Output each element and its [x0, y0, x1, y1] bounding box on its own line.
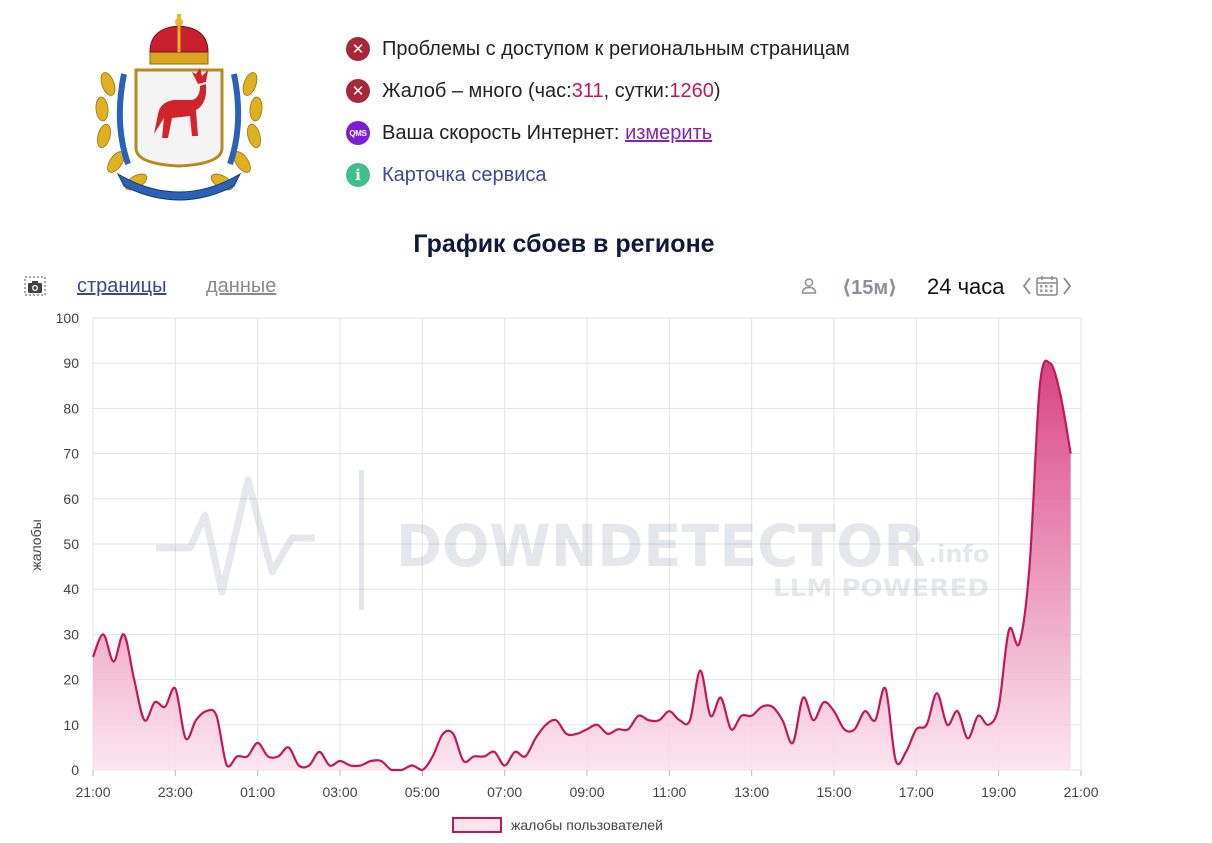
qms-icon: QMS	[346, 121, 370, 145]
x-tick-label: 21:00	[75, 784, 110, 800]
y-tick-label: 40	[63, 581, 79, 597]
coat-of-arms-icon	[95, 14, 263, 201]
x-axis-ticks: 21:00 23:00 01:00 03:00 05:00 07:00 09:00 11:00…	[75, 784, 1098, 800]
error-icon: ✕	[346, 79, 370, 103]
x-tick-label: 01:00	[240, 784, 275, 800]
legend-label: жалобы пользователей	[511, 817, 663, 833]
y-tick-label: 90	[63, 355, 79, 371]
calendar-icon	[1036, 276, 1058, 296]
x-tick-label: 13:00	[734, 784, 769, 800]
y-tick-label: 30	[63, 626, 79, 642]
x-tick-label: 09:00	[569, 784, 604, 800]
y-axis-ticks: 0 10 20 30 40 50 60 70 80 90 100	[56, 310, 80, 778]
tab-data[interactable]: данные	[206, 275, 277, 297]
y-tick-label: 20	[63, 672, 79, 688]
chevron-right-icon	[1063, 277, 1072, 295]
status-complaints-suffix: )	[713, 79, 721, 102]
watermark: DOWNDETECTOR .info LLM POWERED	[156, 470, 989, 610]
info-icon: i	[346, 163, 370, 187]
x-tick-label: 11:00	[652, 784, 686, 800]
x-tick-label: 23:00	[158, 784, 193, 800]
x-tick-label: 05:00	[405, 784, 440, 800]
x-tick-label: 17:00	[899, 784, 934, 800]
complaints-hour-value: 311	[571, 79, 604, 102]
chart-grid	[92, 317, 1082, 776]
y-tick-label: 10	[63, 717, 79, 733]
y-axis-label: жалобы	[28, 519, 44, 570]
range-label: 24 часа	[927, 274, 1005, 299]
interval-selector[interactable]: ⟨15м⟩	[842, 277, 898, 299]
y-tick-label: 0	[71, 762, 79, 778]
watermark-main: DOWNDETECTOR	[396, 512, 926, 580]
error-icon: ✕	[346, 37, 370, 61]
watermark-sub: LLM POWERED	[773, 574, 989, 602]
x-tick-label: 03:00	[322, 784, 357, 800]
status-row-service-card: i Карточка сервиса	[346, 154, 850, 196]
status-complaints-prefix: Жалоб – много (час:	[382, 79, 572, 102]
complaints-day-value: 1260	[669, 79, 714, 102]
x-tick-label: 07:00	[487, 784, 522, 800]
camera-icon[interactable]	[24, 276, 46, 296]
chevron-left-icon	[1022, 277, 1031, 295]
y-tick-label: 70	[63, 446, 79, 462]
status-access-text: Проблемы с доступом к региональным стран…	[382, 37, 850, 60]
complaints-chart: DOWNDETECTOR .info LLM POWERED 0 10 20 30 40…	[28, 310, 1099, 833]
user-icon[interactable]	[800, 277, 818, 295]
y-tick-label: 50	[63, 536, 79, 552]
y-tick-label: 60	[63, 491, 79, 507]
chart-toolbar: страницы данные ⟨15м⟩ 24 часа	[24, 270, 1084, 302]
status-complaints-middle: , сутки:	[603, 79, 670, 102]
calendar-nav[interactable]	[1022, 274, 1078, 298]
status-row-speed: QMS Ваша скорость Интернет: измерить	[346, 112, 850, 154]
chart-title: График сбоев в регионе	[413, 230, 715, 258]
watermark-suffix: .info	[928, 540, 989, 568]
status-list: ✕ Проблемы с доступом к региональным стр…	[346, 28, 850, 196]
x-tick-label: 15:00	[816, 784, 851, 800]
legend-swatch	[452, 817, 502, 833]
complaints-line	[91, 359, 1072, 772]
legend[interactable]: жалобы пользователей	[452, 817, 663, 833]
status-speed-prefix: Ваша скорость Интернет:	[382, 121, 620, 144]
measure-speed-link[interactable]: измерить	[625, 121, 713, 144]
x-tick-label: 19:00	[981, 784, 1016, 800]
service-card-link[interactable]: Карточка сервиса	[382, 163, 547, 186]
status-row-access-problem: ✕ Проблемы с доступом к региональным стр…	[346, 28, 850, 70]
tab-pages[interactable]: страницы	[77, 275, 167, 297]
y-tick-label: 80	[63, 400, 79, 416]
x-tick-label: 21:00	[1063, 784, 1098, 800]
y-tick-label: 100	[56, 310, 80, 326]
status-row-complaints: ✕ Жалоб – много (час: 311, сутки: 1260)	[346, 70, 850, 112]
